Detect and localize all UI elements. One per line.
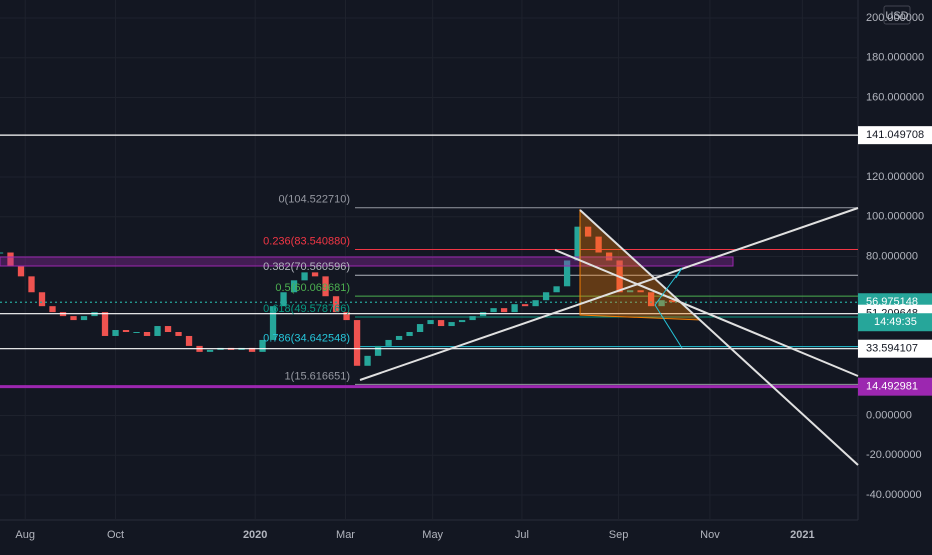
candle	[248, 347, 256, 352]
candle	[143, 332, 151, 336]
trendline	[359, 207, 859, 381]
countdown-tag	[858, 313, 932, 332]
price-tag	[858, 377, 932, 396]
candle	[385, 339, 392, 346]
candle	[416, 324, 424, 333]
candle	[647, 292, 655, 307]
fib-label: 0.618(49.578766)	[263, 303, 350, 315]
candle	[38, 292, 46, 307]
y-tick-label: -20.000000	[866, 449, 922, 461]
candle	[280, 292, 287, 307]
candle	[427, 320, 434, 325]
price-tag-label: 14.492981	[866, 381, 918, 393]
candle	[206, 349, 214, 352]
y-tick-label: 180.000000	[866, 52, 924, 64]
x-tick-label: Oct	[107, 529, 124, 541]
currency-box	[883, 5, 911, 25]
candle	[0, 252, 4, 254]
y-tick-label: 0.000000	[866, 409, 912, 421]
x-tick-label: Nov	[700, 529, 720, 541]
candle	[28, 276, 35, 293]
candle	[521, 304, 529, 307]
price-tag	[858, 126, 932, 145]
x-tick-label: Sep	[609, 529, 629, 541]
zone	[0, 256, 734, 267]
price-tag	[858, 339, 932, 358]
candle	[17, 266, 25, 277]
candle	[343, 312, 350, 321]
candle	[511, 304, 518, 313]
fib-label: 0.236(83.540880)	[263, 235, 350, 247]
candle	[532, 300, 539, 307]
candle	[49, 306, 56, 313]
x-tick-label: Jul	[515, 529, 529, 541]
fib-label: 1(15.616651)	[285, 370, 350, 382]
candle	[164, 326, 172, 333]
price-tag-label: 33.594107	[866, 343, 918, 355]
candle	[269, 306, 277, 340]
candle	[154, 326, 161, 336]
candle	[175, 332, 182, 336]
candle	[668, 300, 676, 303]
candle	[80, 316, 88, 321]
fib-label: 0.786(34.642548)	[263, 333, 350, 345]
x-tick-label: 2020	[243, 529, 267, 541]
candle	[406, 332, 413, 336]
candle	[395, 335, 403, 340]
candle	[185, 335, 193, 346]
candle	[490, 308, 497, 313]
fib-label: 0.382(70.560596)	[263, 261, 350, 273]
y-tick-label: 80.000000	[866, 250, 918, 262]
x-tick-label: May	[422, 529, 443, 541]
y-tick-label: 100.000000	[866, 211, 924, 223]
x-tick-label: Mar	[336, 529, 355, 541]
currency: USD	[885, 10, 908, 22]
candle	[101, 312, 109, 336]
candle	[301, 272, 308, 281]
fib-label: 0(104.522710)	[278, 194, 350, 206]
trendline	[554, 249, 859, 377]
candle	[259, 339, 266, 352]
x-tick-label: 2021	[790, 529, 814, 541]
candle	[563, 260, 571, 287]
candle	[112, 330, 119, 336]
candle	[332, 296, 340, 313]
candle	[584, 226, 592, 237]
candle	[311, 272, 319, 277]
candle	[7, 252, 14, 267]
candle	[500, 308, 508, 313]
candle	[595, 236, 602, 253]
candle	[437, 320, 445, 327]
candle	[290, 280, 298, 293]
x-tick-label: Aug	[15, 529, 35, 541]
candle	[469, 316, 476, 321]
candle	[626, 290, 634, 293]
candle	[574, 226, 581, 261]
y-tick-label: 200.000000	[866, 12, 924, 24]
trendline	[579, 209, 859, 466]
countdown: 14:49:35	[874, 316, 917, 328]
projection	[654, 267, 683, 306]
candle	[133, 332, 140, 334]
candle	[353, 320, 361, 366]
candle	[658, 300, 665, 307]
y-tick-label: 120.000000	[866, 171, 924, 183]
candle	[364, 355, 371, 366]
projection	[654, 304, 683, 349]
candle	[122, 330, 130, 333]
candle	[458, 320, 466, 323]
price-tag-label: 141.049708	[866, 129, 924, 141]
fib-label: 0.5(60.069681)	[275, 282, 350, 294]
y-tick-label: -40.000000	[866, 489, 922, 501]
candle	[553, 286, 560, 293]
candle	[448, 322, 455, 327]
candle	[605, 252, 613, 261]
candle	[542, 292, 550, 301]
y-tick-label: 160.000000	[866, 91, 924, 103]
candle	[637, 290, 644, 293]
candle	[322, 276, 329, 297]
candle	[374, 345, 382, 356]
candle	[70, 316, 77, 321]
